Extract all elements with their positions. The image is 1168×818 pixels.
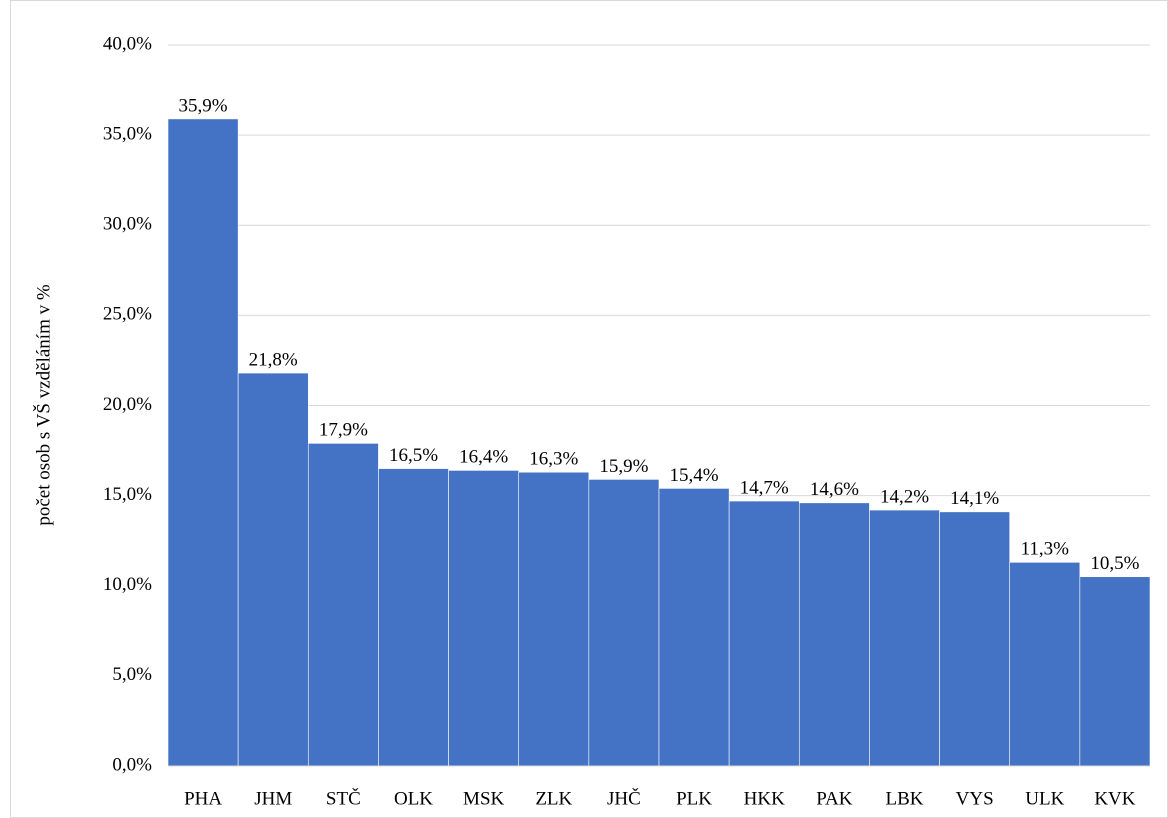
x-tick-label: HKK xyxy=(744,788,785,809)
x-tick-label: PHA xyxy=(184,788,222,809)
bar xyxy=(448,470,520,767)
x-tick-label: MSK xyxy=(463,788,504,809)
y-tick-label: 15,0% xyxy=(103,484,152,505)
data-label: 14,1% xyxy=(950,488,999,509)
x-tick-label: KVK xyxy=(1094,788,1135,809)
data-label: 17,9% xyxy=(319,420,368,441)
data-label: 10,5% xyxy=(1090,553,1139,574)
data-label: 16,3% xyxy=(529,449,578,470)
y-tick-label: 10,0% xyxy=(103,574,152,595)
x-tick-label: STČ xyxy=(326,787,361,809)
bar xyxy=(588,479,660,767)
x-tick-label: LBK xyxy=(886,788,924,809)
x-tick-label: ZLK xyxy=(535,788,572,809)
bar xyxy=(1079,576,1151,767)
bar xyxy=(939,511,1011,767)
data-label: 15,9% xyxy=(599,456,648,477)
x-tick-label: OLK xyxy=(394,788,433,809)
y-tick-label: 20,0% xyxy=(103,394,152,415)
bar xyxy=(378,468,449,767)
y-tick-label: 0,0% xyxy=(112,754,152,775)
data-label: 14,6% xyxy=(810,479,859,500)
bar xyxy=(237,372,309,767)
data-label: 21,8% xyxy=(249,349,298,370)
bar xyxy=(307,443,379,767)
bar xyxy=(1009,562,1081,767)
x-tick-label: VYS xyxy=(956,788,994,809)
y-tick-label: 40,0% xyxy=(103,33,152,54)
bar xyxy=(869,509,940,767)
y-tick-label: 25,0% xyxy=(103,304,152,325)
y-tick-label: 5,0% xyxy=(112,664,152,685)
bar xyxy=(798,502,870,767)
data-label: 14,7% xyxy=(740,477,789,498)
bar xyxy=(728,500,800,767)
x-tick-label: PAK xyxy=(816,788,853,809)
data-label: 11,3% xyxy=(1021,539,1070,560)
bar xyxy=(167,118,239,767)
x-tick-label: ULK xyxy=(1025,788,1064,809)
data-label: 14,2% xyxy=(880,486,929,507)
data-label: 15,4% xyxy=(670,465,719,486)
y-tick-label: 30,0% xyxy=(103,214,152,235)
bar xyxy=(518,471,590,767)
data-label: 35,9% xyxy=(179,95,228,116)
x-tick-label: JHM xyxy=(254,788,292,809)
data-label: 16,5% xyxy=(389,445,438,466)
x-tick-label: PLK xyxy=(676,788,712,809)
bar xyxy=(658,488,730,767)
x-tick-label: JHČ xyxy=(607,787,641,809)
y-axis-label: počet osob s VŠ vzděláním v % xyxy=(32,284,54,526)
y-tick-label: 35,0% xyxy=(103,123,152,144)
data-label: 16,4% xyxy=(459,447,508,468)
